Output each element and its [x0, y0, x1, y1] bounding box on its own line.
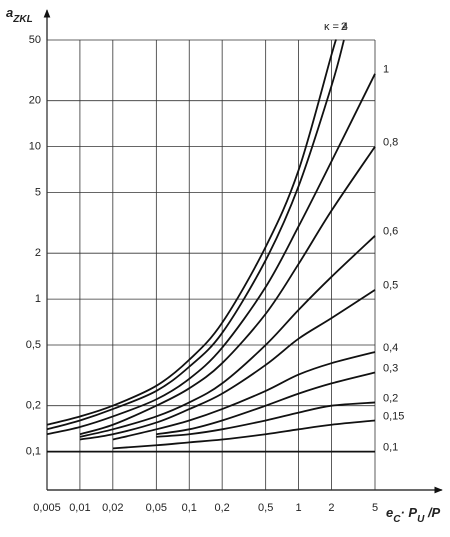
series-label: 0,3: [383, 362, 398, 374]
x-tick-label: 0,5: [258, 502, 273, 514]
series-label: 0,1: [383, 442, 398, 454]
y-axis-title: aZKL: [6, 5, 33, 24]
curve: [156, 401, 376, 438]
y-tick-label: 50: [29, 34, 41, 46]
y-tick-label: 5: [35, 186, 41, 198]
x-tick-label: 0,1: [182, 502, 197, 514]
x-tick-label: 0,005: [33, 502, 61, 514]
curve: [46, 73, 376, 436]
x-axis-title-part: /P: [424, 505, 440, 520]
x-axis-title-part: · P: [400, 505, 417, 520]
x-axis-title-part: U: [417, 514, 425, 525]
x-tick-label: 5: [372, 502, 378, 514]
y-tick-label: 10: [29, 141, 41, 153]
curve: [112, 351, 376, 441]
series-label: 0,4: [383, 342, 398, 354]
x-axis-title-part: C: [393, 514, 401, 525]
y-tick-label: 0,2: [26, 400, 41, 412]
series-label: 0,2: [383, 392, 398, 404]
series-label: 2: [341, 21, 347, 33]
curve: [79, 146, 376, 436]
y-tick-label: 1: [35, 293, 41, 305]
curve: [156, 371, 376, 436]
y-tick-label: 20: [29, 95, 41, 107]
curve: [79, 235, 376, 438]
curve: [79, 289, 376, 441]
curve: [46, 39, 345, 431]
series-label: 0,5: [383, 280, 398, 292]
y-tick-label: 0,5: [26, 339, 41, 351]
x-axis-title: eC· PU /P: [386, 505, 441, 524]
x-tick-label: 0,02: [102, 502, 123, 514]
x-tick-label: 0,2: [215, 502, 230, 514]
series-label: 0,6: [383, 226, 398, 238]
series-label: 0,15: [383, 410, 404, 422]
x-tick-label: 0,05: [146, 502, 167, 514]
y-tick-label: 0,1: [26, 446, 41, 458]
x-axis-title-part: e: [386, 505, 393, 520]
series-label: 0,8: [383, 137, 398, 149]
x-tick-label: 1: [296, 502, 302, 514]
y-tick-label: 2: [35, 247, 41, 259]
series-label: κ = 4: [324, 21, 348, 33]
x-tick-label: 2: [328, 502, 334, 514]
curve: [46, 39, 337, 426]
series-label: 1: [383, 64, 389, 76]
x-tick-label: 0,01: [69, 502, 90, 514]
curve: [112, 419, 376, 450]
